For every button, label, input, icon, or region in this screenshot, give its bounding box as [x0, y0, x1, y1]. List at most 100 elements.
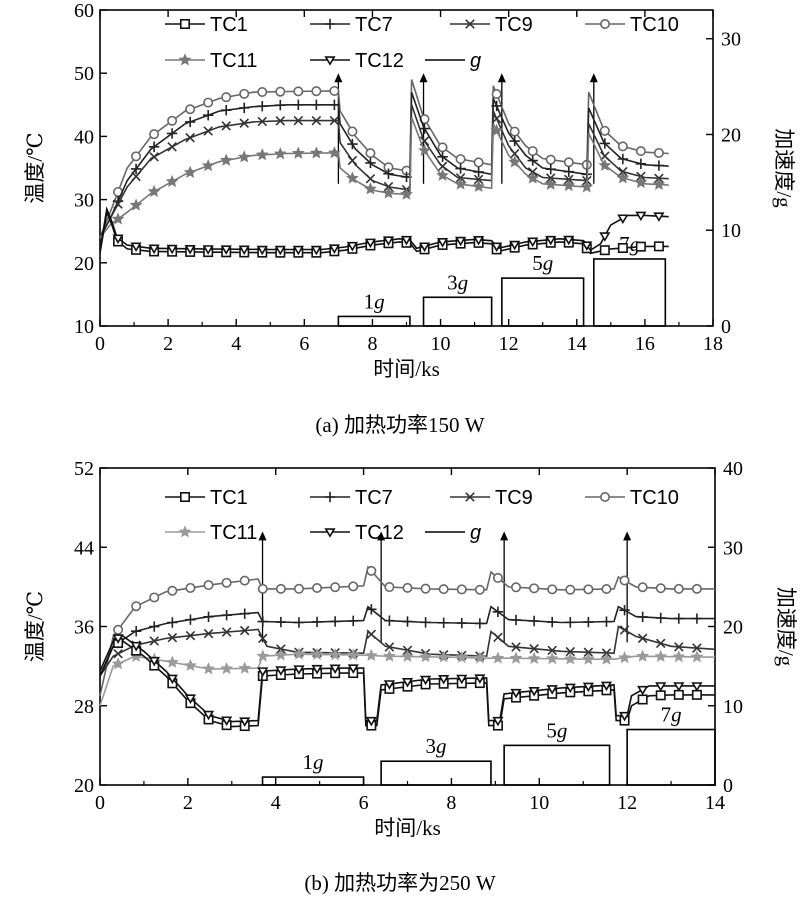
data-point-tc7 [366, 604, 377, 615]
x-tick-label: 12 [617, 792, 637, 814]
data-point-tc12 [310, 245, 322, 256]
data-point-tc9 [275, 116, 286, 126]
x-tick-label: 14 [567, 333, 587, 355]
data-point-tc10 [637, 582, 648, 593]
data-point-tc12 [239, 717, 251, 727]
legend-label: TC9 [495, 487, 533, 509]
data-point-tc12 [220, 245, 232, 255]
series-line-tc9 [99, 625, 716, 677]
data-point-tc12 [456, 674, 468, 685]
data-point-tc11 [256, 649, 270, 662]
data-point-tc11 [652, 177, 666, 191]
data-point-tc7 [420, 617, 431, 628]
data-point-tc1 [655, 690, 666, 701]
data-point-tc11 [165, 174, 179, 188]
data-point-tc11 [509, 651, 523, 664]
data-point-tc11 [437, 650, 451, 663]
data-point-tc10 [330, 582, 341, 593]
data-point-tc10 [635, 146, 646, 157]
y-tick-label: 28 [74, 696, 94, 718]
g-onset-arrow-head [419, 73, 428, 83]
g-step-label-unit: g [671, 703, 682, 727]
g-step-label-unit: g [557, 718, 568, 742]
data-point-tc11 [562, 178, 576, 192]
data-point-tc7 [383, 168, 394, 179]
x-tick-label: 10 [529, 792, 549, 814]
data-point-tc12 [418, 242, 431, 252]
data-point-tc11 [184, 658, 197, 672]
data-point-tc7 [509, 135, 520, 147]
data-point-tc12 [364, 238, 377, 249]
data-point-tc11 [563, 652, 577, 665]
data-point-tc12 [293, 665, 305, 675]
legend-marker [599, 491, 610, 502]
data-point-tc10 [203, 97, 214, 108]
data-point-tc9 [113, 199, 123, 209]
g-step-label-unit: g [630, 232, 641, 256]
data-point-tc10 [599, 125, 610, 136]
data-point-tc7 [347, 138, 358, 150]
data-point-tc7 [583, 616, 594, 628]
data-point-tc12 [130, 641, 142, 652]
y2-tick-label: 40 [723, 458, 743, 480]
data-point-tc12 [473, 235, 485, 246]
legend-marker [465, 492, 475, 502]
data-point-tc10 [437, 142, 448, 153]
data-point-tc11 [582, 652, 595, 665]
data-point-tc7 [528, 615, 540, 627]
data-point-tc10 [438, 584, 449, 595]
legend-label: TC12 [355, 50, 404, 72]
data-point-tc11 [672, 650, 686, 663]
data-point-tc12 [600, 681, 613, 692]
data-point-tc11 [544, 177, 558, 190]
data-point-tc10 [455, 154, 466, 165]
legend-marker [180, 491, 191, 502]
data-point-tc11 [220, 662, 233, 675]
data-point-tc7 [184, 116, 196, 128]
x-tick-label: 2 [163, 333, 173, 355]
g-step-label: 1g [303, 750, 324, 774]
data-point-tc10 [275, 86, 286, 97]
data-point-tc12 [202, 245, 214, 255]
y-tick-label: 52 [74, 458, 94, 480]
data-point-tc12 [618, 711, 631, 722]
y2-tick-label: 30 [723, 537, 743, 559]
data-point-tc12 [329, 664, 341, 675]
data-point-tc11 [490, 123, 504, 137]
data-point-tc12 [474, 674, 486, 684]
data-point-tc11 [273, 147, 287, 160]
legend-label: g [470, 522, 481, 544]
g-onset-arrow-head [258, 531, 267, 541]
data-point-tc11 [636, 649, 650, 662]
x-tick-label: 8 [367, 333, 377, 355]
data-point-tc10 [509, 126, 520, 137]
data-point-tc1 [653, 241, 664, 252]
g-step-label-unit: g [313, 750, 324, 774]
data-point-tc9 [131, 171, 141, 182]
legend-marker [465, 19, 475, 29]
data-point-tc12 [438, 675, 450, 685]
data-point-tc7 [456, 617, 467, 629]
data-point-tc9 [149, 636, 160, 646]
g-step-bar [593, 258, 667, 327]
data-point-tc10 [131, 601, 142, 612]
data-point-tc7 [185, 614, 196, 625]
data-point-tc7 [293, 99, 304, 110]
data-point-tc12 [582, 682, 594, 693]
data-point-tc10 [149, 592, 160, 603]
data-point-tc7 [601, 616, 612, 627]
data-point-tc9 [529, 643, 539, 654]
y-axis-title: 温度/℃ [23, 591, 47, 662]
data-point-tc12 [275, 666, 287, 676]
data-point-tc11 [545, 652, 559, 665]
y-tick-label: 20 [74, 775, 94, 797]
x-tick-label: 0 [95, 333, 105, 355]
x-tick-label: 8 [446, 792, 456, 814]
g-onset-arrow-head [334, 73, 343, 83]
g-step-label: 5g [546, 718, 567, 742]
data-point-tc12 [581, 241, 593, 251]
data-point-tc12 [653, 212, 665, 222]
data-point-tc11 [309, 146, 323, 159]
data-point-tc12 [436, 238, 449, 248]
data-point-tc12 [184, 245, 196, 255]
